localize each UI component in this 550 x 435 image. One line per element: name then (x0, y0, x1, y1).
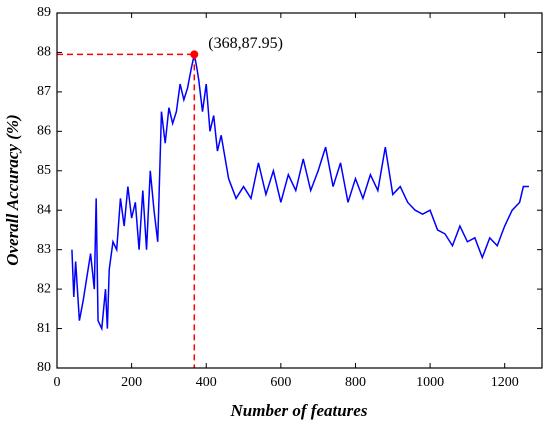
highlight-point (190, 50, 199, 59)
x-tick-label: 200 (121, 375, 142, 390)
data-line (71, 54, 529, 332)
y-tick-label: 89 (37, 5, 51, 20)
highlight-label: (368,87.95) (208, 35, 283, 52)
y-tick-label: 86 (37, 124, 51, 139)
x-tick-label: 1200 (491, 375, 519, 390)
y-tick-label: 82 (37, 281, 51, 296)
y-tick-label: 88 (37, 45, 51, 60)
x-tick-label: 600 (270, 375, 291, 390)
y-tick-label: 83 (37, 242, 51, 257)
x-axis-title: Number of features (230, 401, 368, 420)
y-tick-label: 81 (37, 321, 51, 336)
plot-frame (56, 12, 543, 369)
x-tick-label: 400 (196, 375, 217, 390)
y-tick-label: 85 (37, 163, 51, 178)
x-tick-label: 0 (54, 375, 61, 390)
x-tick-label: 1000 (416, 375, 444, 390)
x-tick-label: 800 (345, 375, 366, 390)
y-tick-label: 84 (37, 202, 51, 217)
y-tick-label: 80 (37, 360, 51, 375)
y-tick-label: 87 (37, 84, 51, 99)
y-axis-title: Overall Accuracy (%) (3, 114, 22, 265)
